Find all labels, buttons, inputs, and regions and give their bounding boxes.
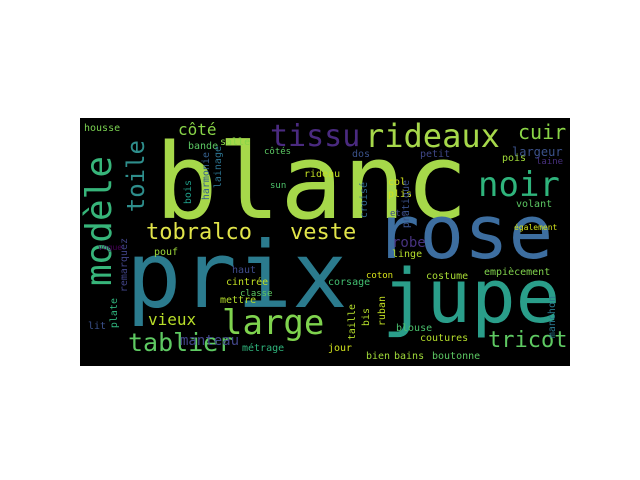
word-cloud: blanc prix rose jupe rideaux tissu noir … bbox=[80, 118, 570, 366]
word-cuir: cuir bbox=[518, 120, 567, 144]
word-tricot: tricot bbox=[488, 328, 568, 353]
word-manchon: manchon bbox=[547, 296, 558, 339]
word-egalement: également bbox=[514, 223, 558, 232]
word-blouse: blouse bbox=[396, 323, 433, 334]
word-bains: bains bbox=[394, 351, 425, 362]
word-linge: linge bbox=[392, 249, 423, 260]
word-metrage: métrage bbox=[242, 343, 285, 354]
word-dos: dos bbox=[352, 149, 371, 160]
word-plate: plate bbox=[109, 298, 120, 329]
word-cotes: côtés bbox=[264, 147, 292, 157]
word-vieux: vieux bbox=[148, 310, 197, 329]
word-tissu: tissu bbox=[270, 119, 361, 154]
word-bande: bande bbox=[188, 141, 219, 152]
word-haut: haut bbox=[232, 265, 257, 276]
word-largeur: largeur bbox=[512, 145, 563, 159]
word-blanc: blanc bbox=[155, 121, 469, 243]
word-costume: costume bbox=[426, 271, 469, 282]
word-petit: petit bbox=[420, 149, 451, 160]
word-jupe: jupe bbox=[382, 254, 561, 340]
word-lainage: lainage bbox=[213, 146, 224, 189]
word-jour: jour bbox=[328, 343, 353, 354]
word-manteau: manteau bbox=[180, 333, 240, 349]
word-rideaux: rideaux bbox=[365, 118, 500, 155]
word-noir: noir bbox=[478, 165, 560, 205]
word-coutures: coutures bbox=[420, 333, 469, 344]
word-tobralco: tobralco bbox=[146, 220, 252, 245]
word-bois: bois bbox=[183, 180, 194, 205]
word-cintree: cintrée bbox=[226, 277, 269, 288]
word-housse: housse bbox=[84, 123, 121, 134]
word-lit: lit bbox=[88, 321, 107, 332]
word-tablier: tablier bbox=[128, 328, 234, 357]
word-laine: laine bbox=[536, 157, 564, 167]
word-robe: robe bbox=[392, 235, 426, 251]
word-cote: côté bbox=[178, 120, 217, 139]
word-salle: salle bbox=[220, 137, 251, 148]
word-volant: volant bbox=[516, 199, 553, 210]
word-col: col bbox=[388, 177, 407, 188]
word-pouf: pouf bbox=[154, 247, 179, 258]
word-rose: rose bbox=[375, 190, 554, 276]
word-boutonne: boutonne bbox=[432, 351, 481, 362]
word-large: large bbox=[222, 303, 325, 343]
word-bien: bien bbox=[366, 351, 391, 362]
word-mettre: mettre bbox=[220, 295, 257, 306]
word-vogue: vogue bbox=[98, 243, 123, 252]
word-taille: taille bbox=[347, 304, 358, 341]
word-veste: veste bbox=[290, 220, 357, 245]
word-ruban: ruban bbox=[377, 296, 388, 327]
word-rideau: rideau bbox=[304, 169, 341, 180]
word-prix: prix bbox=[126, 222, 348, 329]
word-empiecement: empiècement bbox=[484, 267, 551, 278]
word-croise: croisé bbox=[359, 182, 370, 219]
word-harmonie: harmonie bbox=[201, 152, 212, 201]
word-sun: sun bbox=[270, 181, 287, 191]
word-pratique: pratique bbox=[401, 180, 412, 229]
word-etc: etc bbox=[390, 209, 407, 219]
word-toile: toile bbox=[122, 140, 150, 213]
word-corsage: corsage bbox=[328, 277, 371, 288]
word-bis: bis bbox=[361, 308, 372, 327]
word-coton: coton bbox=[366, 271, 394, 281]
word-pois: pois bbox=[502, 153, 527, 164]
word-plis: plis bbox=[388, 189, 413, 200]
word-modele: modèle bbox=[80, 156, 120, 287]
word-classe: classe bbox=[240, 289, 273, 299]
